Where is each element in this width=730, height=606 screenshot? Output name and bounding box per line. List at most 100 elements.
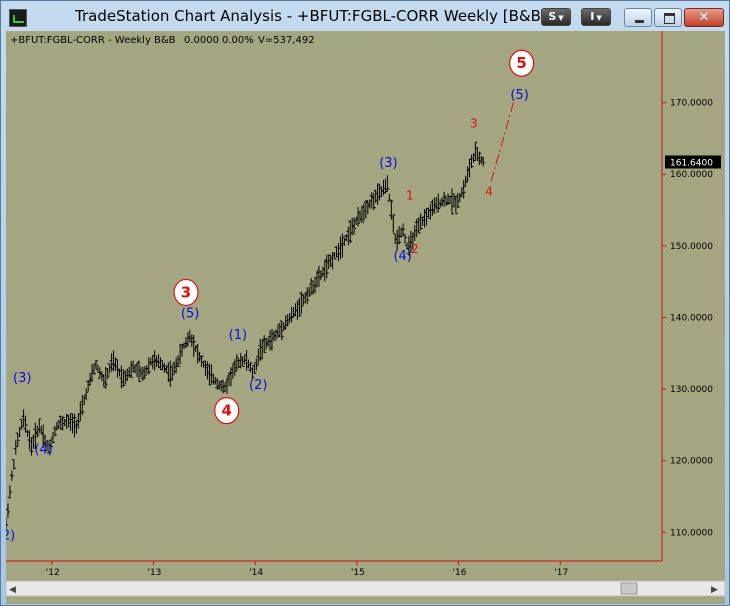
- ohlc-bar: [52, 425, 57, 437]
- ohlc-bar: [7, 485, 12, 499]
- title-bar[interactable]: TradeStation Chart Analysis - +BFUT:FGBL…: [1, 1, 729, 33]
- ohlc-bar: [287, 313, 292, 323]
- ohlc-bar: [95, 364, 100, 373]
- ohlc-bar: [479, 155, 484, 165]
- ohlc-bar: [412, 224, 417, 241]
- maximize-button[interactable]: [654, 8, 682, 27]
- ohlc-bar: [13, 440, 18, 455]
- circled-wave-number: 3: [181, 283, 191, 301]
- ohlc-bar: [25, 429, 30, 437]
- ohlc-bar: [66, 414, 71, 428]
- style-button-label: S: [548, 10, 557, 23]
- study-label: B&B: [154, 35, 176, 46]
- x-tick-label: '14: [249, 568, 263, 578]
- ohlc-bar: [297, 297, 302, 317]
- ohlc-bar: [268, 330, 273, 351]
- x-tick-label: '13: [147, 568, 161, 578]
- ohlc-bar: [80, 395, 85, 416]
- tradestation-app-icon[interactable]: [9, 9, 27, 27]
- ohlc-bar: [185, 331, 190, 347]
- ohlc-bar: [301, 293, 306, 306]
- ohlc-bar: [119, 365, 124, 389]
- style-dropdown-button[interactable]: S ▼: [541, 8, 571, 26]
- horizontal-scrollbar[interactable]: [6, 580, 725, 597]
- chevron-down-icon: ▼: [596, 14, 602, 22]
- ohlc-bar: [215, 377, 220, 390]
- ohlc-bar: [324, 254, 329, 279]
- ohlc-bar: [142, 366, 147, 380]
- wave-label: (2): [249, 378, 267, 393]
- maximize-icon: [664, 13, 675, 24]
- ohlc-bar: [219, 381, 224, 392]
- ohlc-bar: [150, 355, 155, 370]
- ohlc-bar: [463, 175, 468, 187]
- close-button[interactable]: ✕: [684, 8, 724, 27]
- ohlc-bar: [199, 355, 204, 367]
- ohlc-bar: [359, 205, 364, 223]
- ohlc-bar: [449, 188, 454, 215]
- ohlc-bar: [377, 183, 382, 201]
- ohlc-bar: [342, 237, 347, 246]
- y-tick-label: 170.0000: [670, 99, 713, 109]
- circled-wave-label: 3: [173, 278, 199, 307]
- ohlc-bar: [168, 360, 173, 387]
- scroll-right-arrow-icon[interactable]: ▶: [711, 585, 718, 595]
- window-title: TradeStation Chart Analysis - +BFUT:FGBL…: [75, 7, 545, 25]
- wave-label: (5): [181, 306, 199, 321]
- ohlc-bar: [444, 196, 449, 206]
- scrollbar-thumb[interactable]: [620, 582, 638, 595]
- ohlc-bar: [144, 365, 149, 373]
- wave-label: (3): [13, 371, 31, 386]
- ohlc-bar: [29, 437, 34, 456]
- scroll-left-arrow-icon[interactable]: ◀: [9, 585, 16, 595]
- ohlc-bar: [213, 376, 218, 385]
- ohlc-bar: [62, 419, 67, 426]
- info-button-label: I: [590, 10, 595, 23]
- ohlc-bar: [90, 364, 95, 382]
- wave-label: (4): [393, 249, 411, 264]
- info-dropdown-button[interactable]: I ▼: [581, 8, 611, 26]
- ohlc-bar: [109, 352, 114, 372]
- ohlc-bar: [428, 204, 433, 220]
- price-chart[interactable]: +BFUT:FGBL-CORR - Weekly B&B 0.0000 0.00…: [6, 31, 725, 604]
- wave-label: 3: [470, 117, 478, 131]
- ohlc-bar: [21, 409, 26, 428]
- ohlc-bar: [389, 199, 394, 220]
- ohlc-bar: [248, 362, 253, 373]
- ohlc-bar: [477, 151, 482, 166]
- ohlc-bar: [133, 364, 138, 374]
- ohlc-bar: [381, 179, 386, 196]
- ohlc-bar: [166, 362, 171, 382]
- ohlc-bar: [176, 355, 181, 367]
- ohlc-bar: [82, 394, 87, 406]
- ohlc-bar: [107, 363, 112, 374]
- ohlc-bar: [467, 158, 472, 178]
- last-price-marker: [665, 155, 721, 169]
- ohlc-bar: [254, 358, 259, 371]
- study-percent-label: 0.00%: [222, 35, 254, 46]
- ohlc-bar: [111, 350, 116, 372]
- ohlc-bar: [15, 432, 20, 447]
- chart-area[interactable]: +BFUT:FGBL-CORR - Weekly B&B 0.0000 0.00…: [6, 31, 725, 604]
- study-value-label: 0.0000: [184, 35, 219, 46]
- minimize-button[interactable]: [624, 8, 652, 27]
- ohlc-bar: [103, 366, 108, 389]
- ohlc-bar: [230, 363, 235, 379]
- ohlc-bar: [471, 153, 476, 163]
- ohlc-bar: [281, 322, 286, 332]
- ohlc-bar: [6, 517, 8, 531]
- minimize-icon: [635, 20, 644, 23]
- ohlc-bar: [37, 418, 42, 434]
- ohlc-bar: [457, 193, 462, 203]
- ohlc-bar: [420, 216, 425, 226]
- ohlc-bar: [86, 380, 91, 392]
- chevron-down-icon: ▼: [558, 14, 564, 22]
- wave-label: (2): [6, 529, 15, 544]
- ohlc-bar: [318, 270, 323, 281]
- ohlc-bar: [17, 426, 22, 438]
- ohlc-bar: [269, 328, 274, 351]
- ohlc-bar: [39, 425, 44, 434]
- ohlc-bar: [451, 193, 456, 208]
- ohlc-bar: [93, 359, 98, 370]
- y-tick-label: 110.0000: [670, 528, 713, 538]
